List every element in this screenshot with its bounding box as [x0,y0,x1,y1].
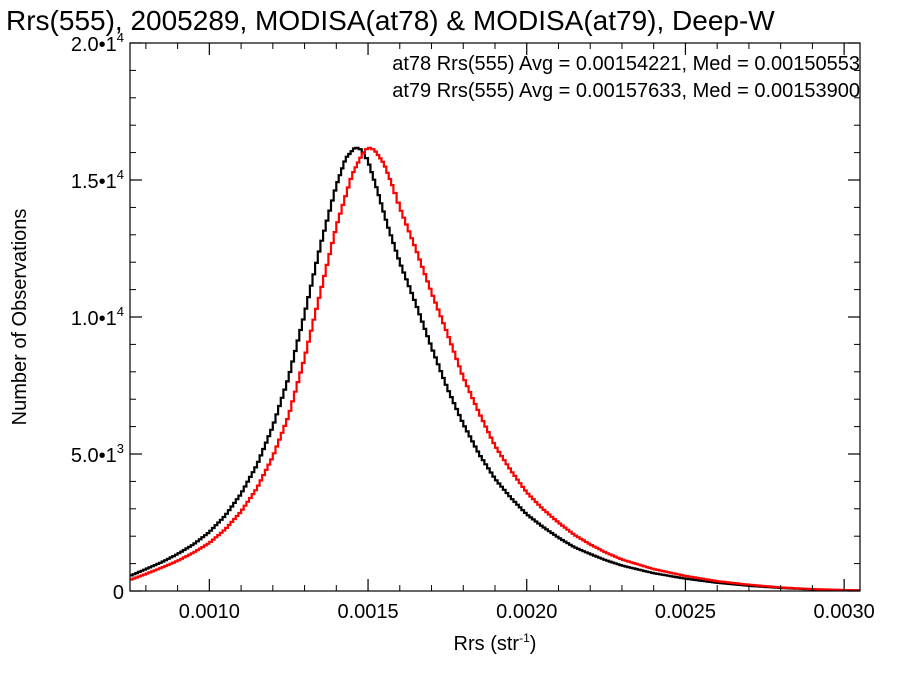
x-tick-label: 0.0020 [496,601,557,623]
chart-title: Rrs(555), 2005289, MODISA(at78) & MODISA… [6,5,775,36]
legend-annotation-at78: at78 Rrs(555) Avg = 0.00154221, Med = 0.… [392,53,860,75]
legend-annotation-at79: at79 Rrs(555) Avg = 0.00157633, Med = 0.… [392,80,860,102]
x-tick-label: 0.0030 [814,601,875,623]
x-tick-label: 0.0010 [179,601,240,623]
x-axis-label: Rrs (str-1) [454,631,537,655]
x-tick-label: 0.0025 [655,601,716,623]
y-axis-label: Number of Observations [9,209,31,426]
y-tick-label: 0 [113,582,124,604]
series-line-0 [130,146,860,592]
y-tick-label: 5.0•13 [71,441,124,467]
y-tick-label: 1.0•14 [71,304,124,330]
plot-frame [129,42,861,592]
axis-ticks: 0.0010 0.0015 0.0020 0.0025 0.0030 0 5.0•13 1.0… [71,30,875,623]
series-line-1 [130,146,860,592]
y-tick-label: 1.5•14 [71,167,124,193]
y-tick-label: 2.0•14 [71,30,124,56]
x-tick-label: 0.0015 [337,601,398,623]
histogram-curves [130,146,860,592]
